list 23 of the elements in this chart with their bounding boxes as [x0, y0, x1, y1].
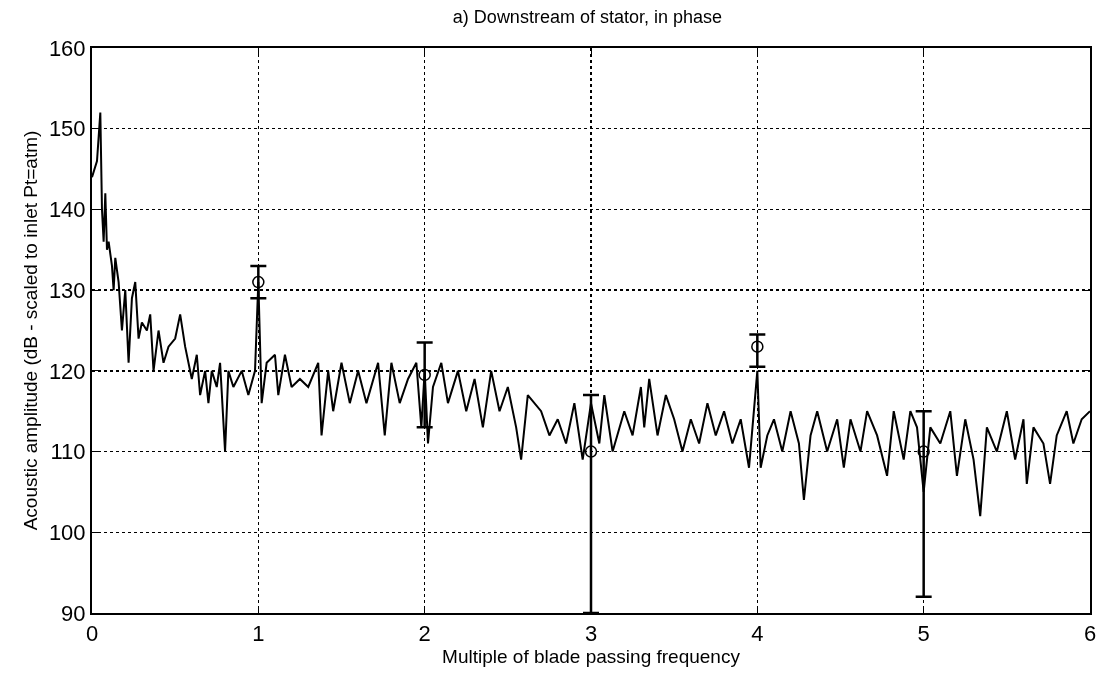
x-tick-label: 2 — [418, 621, 431, 647]
point — [751, 340, 764, 353]
point — [584, 445, 598, 458]
x-tick-label: 1 — [252, 621, 265, 647]
x-tick-label: 3 — [584, 621, 598, 647]
y-tick-label: 100 — [48, 519, 86, 545]
x-tick-label: 6 — [1083, 621, 1097, 647]
point — [252, 275, 265, 289]
point — [917, 445, 930, 458]
y-tick-label: 120 — [48, 358, 86, 384]
y-tick-label: 150 — [48, 116, 86, 142]
y-tick-label: 130 — [48, 277, 86, 303]
point — [418, 368, 431, 382]
y-tick-label: 90 — [61, 600, 86, 626]
y-tick-label: 160 — [48, 35, 86, 61]
x-tick-label: 0 — [85, 621, 99, 647]
x-axis-title: Multiple of blade passing frequency — [442, 646, 741, 668]
x-tick-label: 4 — [751, 621, 764, 647]
y-tick-label: 110 — [50, 439, 86, 465]
x-tick-label: 5 — [917, 621, 930, 647]
chart-title: a) Downstream of stator, in phase — [452, 6, 722, 27]
y-axis-title: Acoustic amplitude (dB - scaled to inlet Pt=atm) — [20, 130, 42, 531]
y-tick-label: 140 — [48, 197, 86, 223]
